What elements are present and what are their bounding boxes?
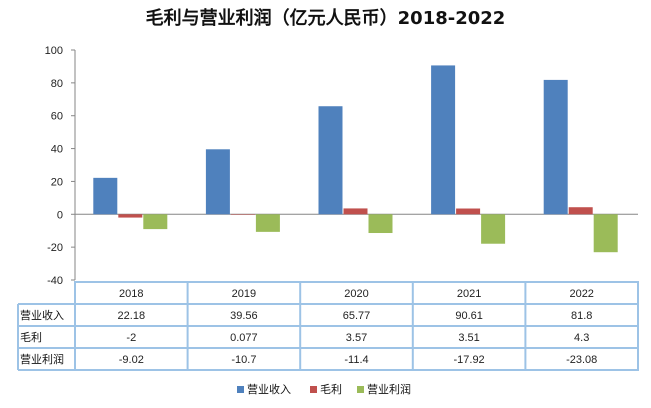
y-tick-label: 0: [57, 209, 63, 221]
table-cell-value: -2: [126, 332, 136, 344]
table-cell-value: -17.92: [453, 354, 484, 366]
table-cell-value: 4.3: [574, 332, 589, 344]
legend-swatch-毛利: [310, 386, 317, 393]
y-tick-label: 60: [51, 111, 63, 123]
bar-毛利-2021: [456, 209, 480, 215]
bar-营业收入-2020: [319, 106, 343, 214]
table-row-label: 营业利润: [20, 352, 64, 366]
y-tick-label: -20: [47, 242, 63, 254]
legend-label: 营业收入: [247, 382, 291, 396]
table-cell-value: -10.7: [231, 354, 256, 366]
bar-营业收入-2018: [93, 178, 117, 214]
table-cell-value: -9.02: [119, 354, 144, 366]
y-tick-label: -40: [47, 275, 63, 287]
bar-营业利润-2018: [143, 214, 167, 229]
y-tick-label: 20: [51, 176, 63, 188]
bar-营业利润-2021: [481, 214, 505, 243]
bar-营业利润-2020: [369, 214, 393, 233]
bar-营业收入-2019: [206, 149, 230, 214]
table-cell-value: 3.51: [458, 332, 479, 344]
y-tick-label: 100: [45, 45, 63, 57]
legend-swatch-营业收入: [237, 386, 244, 393]
legend-label: 营业利润: [367, 382, 411, 396]
table-cell-value: 39.56: [230, 310, 258, 322]
category-label: 2021: [457, 288, 481, 300]
table-cell-value: 90.61: [455, 310, 483, 322]
category-label: 2020: [344, 288, 368, 300]
y-tick-label: 80: [51, 78, 63, 90]
bar-毛利-2022: [569, 207, 593, 214]
legend-label: 毛利: [320, 383, 342, 396]
bar-营业收入-2021: [431, 65, 455, 214]
table-cell-value: 3.57: [346, 332, 367, 344]
bar-毛利-2018: [118, 214, 142, 217]
table-row-label: 营业收入: [20, 308, 64, 322]
category-label: 2022: [569, 288, 593, 300]
table-cell-value: 65.77: [343, 310, 371, 322]
bar-毛利-2020: [344, 208, 368, 214]
bar-营业利润-2022: [594, 214, 618, 252]
y-tick-label: 40: [51, 144, 63, 156]
category-label: 2019: [232, 288, 256, 300]
table-cell-value: 81.8: [571, 310, 592, 322]
table-cell-value: 0.077: [230, 332, 258, 344]
chart-area: 100 80 60 40 20 0 -20 -40 2018 2019 2020 2021 2022 营业…: [0, 0, 651, 408]
legend-swatch-营业利润: [357, 386, 364, 393]
table-cell-value: 22.18: [118, 310, 146, 322]
bar-毛利-2019: [231, 214, 255, 215]
table-row-label: 毛利: [20, 331, 42, 344]
bar-营业利润-2019: [256, 214, 280, 232]
category-label: 2018: [119, 288, 143, 300]
table-cell-value: -23.08: [566, 354, 597, 366]
table-cell-value: -11.4: [344, 354, 368, 366]
bar-营业收入-2022: [544, 80, 568, 214]
